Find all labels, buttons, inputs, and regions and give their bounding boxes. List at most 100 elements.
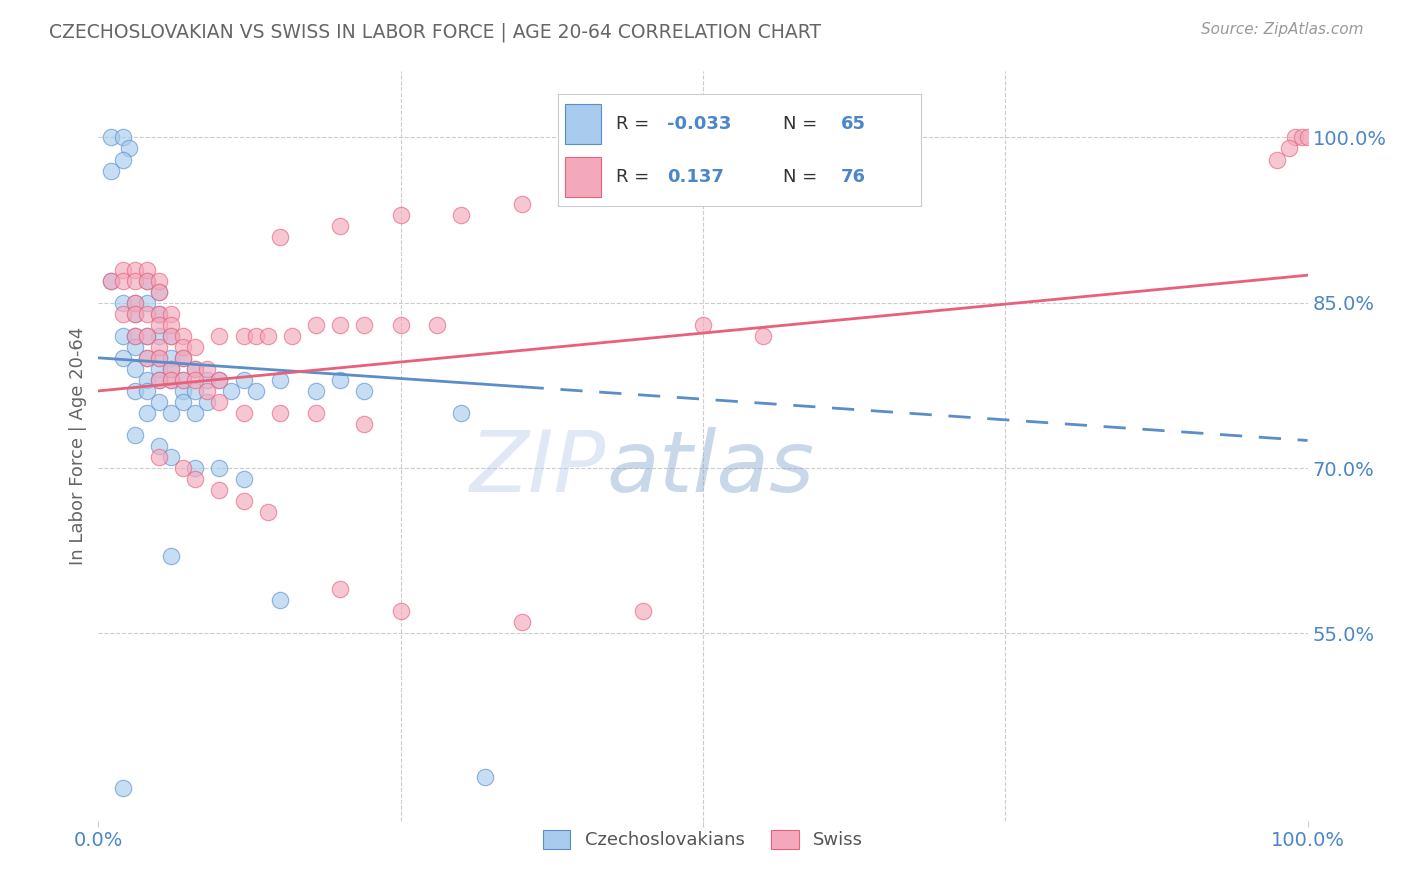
Point [124, 295, 146, 310]
Point [124, 428, 146, 442]
Point [256, 328, 278, 343]
Point [160, 373, 183, 387]
Point [389, 604, 412, 618]
Point [160, 351, 183, 365]
Point [172, 351, 194, 365]
Point [232, 406, 254, 420]
Point [100, 163, 122, 178]
Point [135, 351, 157, 365]
Point [148, 362, 170, 376]
Point [100, 274, 122, 288]
Point [160, 406, 183, 420]
Point [195, 362, 218, 376]
Point [111, 130, 134, 145]
Point [160, 318, 183, 332]
Point [160, 328, 183, 343]
Point [124, 384, 146, 398]
Point [148, 373, 170, 387]
Text: CZECHOSLOVAKIAN VS SWISS IN LABOR FORCE | AGE 20-64 CORRELATION CHART: CZECHOSLOVAKIAN VS SWISS IN LABOR FORCE … [49, 22, 821, 42]
Point [111, 780, 134, 795]
Point [124, 340, 146, 354]
Point [692, 318, 714, 332]
Point [172, 461, 194, 475]
Point [752, 328, 775, 343]
Point [269, 406, 291, 420]
Text: atlas: atlas [606, 427, 814, 510]
Point [148, 395, 170, 409]
Point [329, 582, 352, 597]
Point [124, 274, 146, 288]
Point [269, 229, 291, 244]
Point [160, 307, 183, 321]
Point [148, 351, 170, 365]
Point [353, 318, 375, 332]
Point [329, 219, 352, 233]
Point [148, 351, 170, 365]
Point [208, 483, 231, 497]
Point [148, 439, 170, 453]
Point [148, 285, 170, 299]
Point [160, 373, 183, 387]
Point [389, 208, 412, 222]
Point [184, 362, 207, 376]
Point [124, 262, 146, 277]
Point [100, 274, 122, 288]
Point [184, 406, 207, 420]
Point [184, 384, 207, 398]
Point [148, 373, 170, 387]
Point [148, 307, 170, 321]
Point [148, 274, 170, 288]
Point [245, 384, 267, 398]
Point [135, 328, 157, 343]
Point [232, 373, 254, 387]
Point [124, 307, 146, 321]
Point [148, 450, 170, 464]
Point [124, 295, 146, 310]
Point [135, 351, 157, 365]
Point [111, 295, 134, 310]
Point [135, 384, 157, 398]
Point [111, 351, 134, 365]
Point [1267, 153, 1289, 167]
Point [208, 461, 231, 475]
Point [124, 328, 146, 343]
Point [208, 373, 231, 387]
Point [329, 318, 352, 332]
Point [184, 461, 207, 475]
Point [135, 274, 157, 288]
Point [208, 395, 231, 409]
Point [111, 307, 134, 321]
Point [208, 328, 231, 343]
Point [135, 328, 157, 343]
Point [221, 384, 243, 398]
Point [100, 130, 122, 145]
Point [510, 196, 533, 211]
Point [172, 373, 194, 387]
Point [184, 373, 207, 387]
Point [111, 328, 134, 343]
Point [329, 373, 352, 387]
Point [111, 262, 134, 277]
Point [426, 318, 449, 332]
Point [160, 362, 183, 376]
Point [1291, 130, 1313, 145]
Y-axis label: In Labor Force | Age 20-64: In Labor Force | Age 20-64 [69, 326, 87, 566]
Point [353, 417, 375, 431]
Point [631, 604, 654, 618]
Point [305, 406, 328, 420]
Point [232, 472, 254, 486]
Point [135, 274, 157, 288]
Point [474, 770, 496, 784]
Point [184, 362, 207, 376]
Point [160, 328, 183, 343]
Point [208, 373, 231, 387]
Point [1284, 130, 1306, 145]
Point [160, 450, 183, 464]
Point [172, 373, 194, 387]
Point [195, 373, 218, 387]
Point [148, 285, 170, 299]
Point [148, 340, 170, 354]
Point [256, 505, 278, 519]
Point [124, 328, 146, 343]
Point [195, 395, 218, 409]
